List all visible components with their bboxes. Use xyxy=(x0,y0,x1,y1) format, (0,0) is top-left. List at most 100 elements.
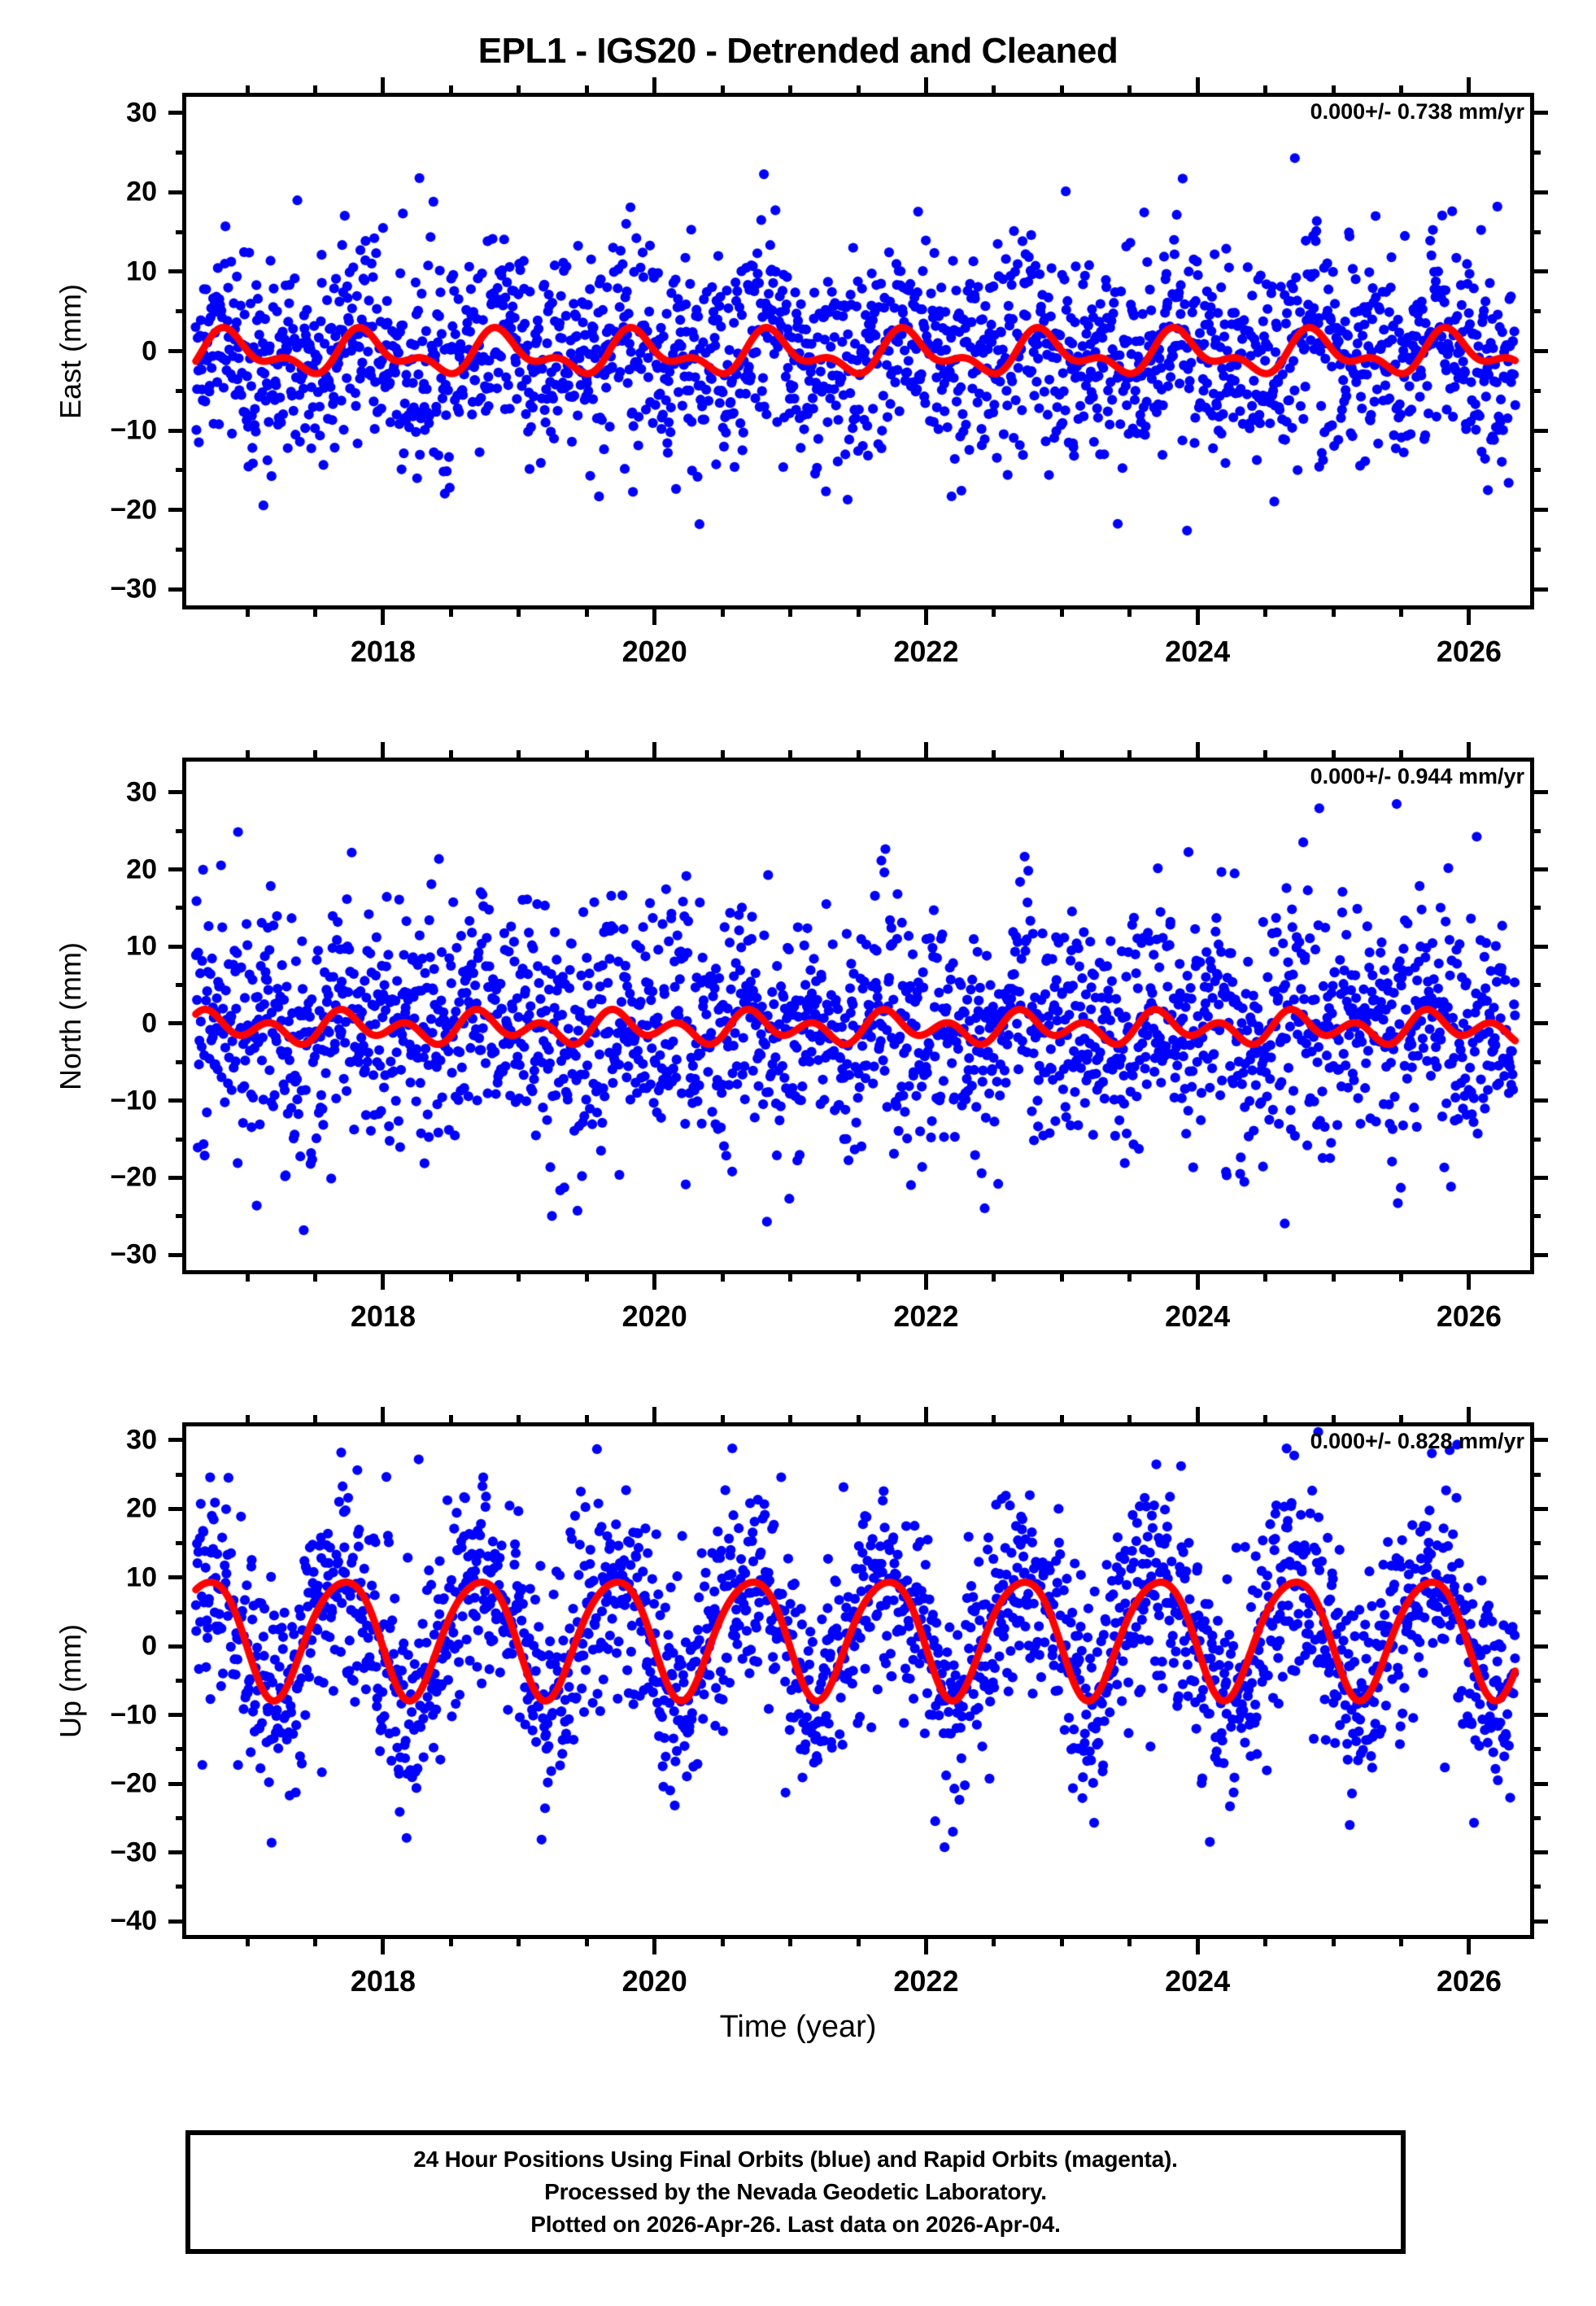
xtick-east-0 xyxy=(381,605,386,625)
xtick-minor-top-up-2017.5 xyxy=(313,1415,318,1426)
xtick-top-up-3 xyxy=(1195,1407,1200,1426)
ytick-minor-north--25 xyxy=(176,1214,186,1219)
xtick-minor-up-2020.5 xyxy=(720,1935,725,1946)
xtick-label-up-0: 2018 xyxy=(350,1964,416,1998)
xtick-minor-up-2017 xyxy=(245,1935,250,1946)
xtick-minor-top-east-2024.5 xyxy=(1263,85,1268,97)
xtick-minor-north-2022.5 xyxy=(992,1270,996,1282)
ytick-label-north-6: 30 xyxy=(126,776,157,808)
y-axis-label-up: Up (mm) xyxy=(54,1623,87,1738)
xtick-top-north-3 xyxy=(1195,742,1200,762)
xtick-minor-top-north-2024.5 xyxy=(1263,750,1268,762)
ytick-minor-right-north-25 xyxy=(1530,828,1541,833)
xtick-minor-top-north-2018.5 xyxy=(448,750,453,762)
panel-east-plot-area xyxy=(186,97,1530,605)
panel-north-rate-label: 0.000+/- 0.944 mm/yr xyxy=(1310,764,1524,788)
xtick-minor-top-north-2023 xyxy=(1059,750,1064,762)
ytick-up-0 xyxy=(168,1919,186,1924)
ytick-label-east-3: 0 xyxy=(142,335,157,366)
xtick-minor-east-2025 xyxy=(1331,605,1336,617)
ytick-right-east-6 xyxy=(1530,111,1548,116)
ytick-label-up-3: −10 xyxy=(110,1699,157,1731)
ytick-right-north-0 xyxy=(1530,1252,1548,1257)
ytick-label-north-1: −20 xyxy=(110,1161,157,1193)
xtick-top-east-2 xyxy=(923,77,928,97)
ytick-minor-up-15 xyxy=(176,1541,186,1546)
xtick-minor-top-up-2021.5 xyxy=(856,1415,861,1426)
ytick-right-north-6 xyxy=(1530,790,1548,795)
ytick-right-up-3 xyxy=(1530,1713,1548,1718)
xtick-label-east-3: 2024 xyxy=(1165,635,1231,668)
xtick-minor-east-2019.5 xyxy=(584,605,589,617)
xtick-minor-top-east-2021 xyxy=(788,85,793,97)
ytick-right-east-2 xyxy=(1530,428,1548,433)
xtick-minor-top-east-2023.5 xyxy=(1127,85,1132,97)
xtick-minor-north-2019.5 xyxy=(584,1270,589,1282)
ytick-right-up-6 xyxy=(1530,1506,1548,1511)
ytick-minor-right-north-15 xyxy=(1530,906,1541,911)
footer-line-2: Processed by the Nevada Geodetic Laborat… xyxy=(544,2179,1047,2205)
ytick-minor-north-5 xyxy=(176,983,186,988)
ytick-right-east-1 xyxy=(1530,508,1548,513)
ytick-minor-right-east-5 xyxy=(1530,309,1541,314)
ytick-minor-right-north--5 xyxy=(1530,1059,1541,1064)
ytick-right-north-3 xyxy=(1530,1021,1548,1026)
xtick-minor-east-2017.5 xyxy=(313,605,318,617)
xtick-minor-top-up-2024.5 xyxy=(1263,1415,1268,1426)
ytick-up-5 xyxy=(168,1575,186,1580)
panel-east: 0.000+/- 0.738 mm/yr xyxy=(182,93,1534,609)
xtick-minor-top-north-2019.5 xyxy=(584,750,589,762)
ytick-minor-east-5 xyxy=(176,309,186,314)
xtick-minor-top-up-2023.5 xyxy=(1127,1415,1132,1426)
ytick-label-up-2: −20 xyxy=(110,1767,157,1799)
footer-note-box: 24 Hour Positions Using Final Orbits (bl… xyxy=(185,2130,1406,2254)
ytick-up-7 xyxy=(168,1438,186,1443)
ytick-label-north-4: 10 xyxy=(126,930,157,962)
panel-east-rate-label: 0.000+/- 0.738 mm/yr xyxy=(1310,99,1524,124)
panel-up-plot-area xyxy=(186,1426,1530,1935)
ytick-right-up-1 xyxy=(1530,1850,1548,1855)
xtick-minor-top-north-2019 xyxy=(517,750,521,762)
xtick-up-0 xyxy=(381,1935,386,1954)
ytick-right-east-5 xyxy=(1530,190,1548,194)
x-axis-label: Time (year) xyxy=(719,2010,877,2044)
xtick-minor-east-2021 xyxy=(788,605,793,617)
ytick-minor-north--15 xyxy=(176,1137,186,1142)
ytick-label-east-2: −10 xyxy=(110,414,157,446)
footer-line-3: Plotted on 2026-Apr-26. Last data on 202… xyxy=(530,2211,1061,2237)
ytick-minor-right-north--25 xyxy=(1530,1214,1541,1219)
ytick-right-up-2 xyxy=(1530,1781,1548,1786)
xtick-minor-north-2018.5 xyxy=(448,1270,453,1282)
ytick-label-east-4: 10 xyxy=(126,255,157,287)
xtick-minor-top-north-2017.5 xyxy=(313,750,318,762)
ytick-label-east-0: −30 xyxy=(110,573,157,605)
xtick-east-4 xyxy=(1467,605,1472,625)
ytick-label-east-1: −20 xyxy=(110,494,157,526)
ytick-east-1 xyxy=(168,508,186,513)
ytick-minor-east-15 xyxy=(176,229,186,234)
ytick-up-3 xyxy=(168,1713,186,1718)
xtick-minor-top-up-2025 xyxy=(1331,1415,1336,1426)
xtick-minor-top-up-2021 xyxy=(788,1415,793,1426)
ytick-label-up-6: 20 xyxy=(126,1492,157,1524)
xtick-minor-top-up-2023 xyxy=(1059,1415,1064,1426)
xtick-minor-top-north-2025 xyxy=(1331,750,1336,762)
xtick-label-up-2: 2022 xyxy=(893,1964,959,1998)
ytick-label-east-6: 30 xyxy=(126,97,157,129)
ytick-right-up-0 xyxy=(1530,1919,1548,1924)
xtick-minor-east-2024.5 xyxy=(1263,605,1268,617)
xtick-label-east-0: 2018 xyxy=(350,635,416,668)
ytick-minor-right-up-5 xyxy=(1530,1609,1541,1614)
panel-north: 0.000+/- 0.944 mm/yr xyxy=(182,758,1534,1274)
xtick-minor-top-north-2022.5 xyxy=(992,750,996,762)
ytick-minor-east--15 xyxy=(176,468,186,473)
xtick-top-east-0 xyxy=(381,77,386,97)
ytick-minor-right-east--15 xyxy=(1530,468,1541,473)
ytick-label-up-1: −30 xyxy=(110,1837,157,1868)
ytick-up-6 xyxy=(168,1506,186,1511)
xtick-top-up-4 xyxy=(1467,1407,1472,1426)
xtick-minor-up-2024.5 xyxy=(1263,1935,1268,1946)
ytick-minor-right-up--15 xyxy=(1530,1747,1541,1752)
xtick-top-east-1 xyxy=(652,77,657,97)
ytick-label-up-7: 30 xyxy=(126,1424,157,1456)
